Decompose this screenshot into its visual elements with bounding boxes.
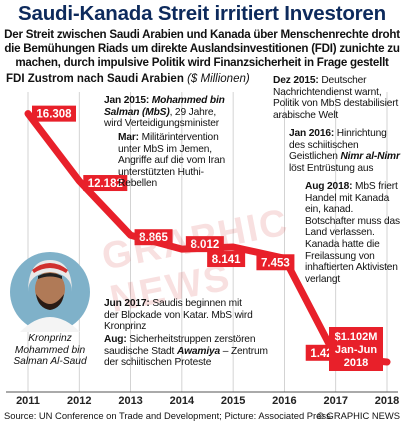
data-label: 8.141 (212, 254, 241, 266)
annotation-jun-2017: Jun 2017: Saudis beginnen mit der Blocka… (104, 298, 254, 333)
annotation-text: Saudis beginnen mit der Blockade von Kat… (104, 298, 253, 333)
annotation-text-end: löst Entrüstung aus (289, 162, 374, 174)
annotation-date: Jan 2016: (289, 128, 335, 139)
annotation-date: Aug 2018: (305, 181, 353, 192)
x-tick-label: 2012 (67, 395, 91, 407)
data-label: 8.012 (190, 239, 219, 251)
copyright: © GRAPHIC NEWS (317, 410, 400, 421)
annotation-text: , 29 Jahre, wird Verteidigungsminister (104, 106, 220, 130)
annotation-text: Sicherheitstruppen zerstören saudische S… (104, 334, 256, 357)
x-tick-label: 2011 (16, 395, 40, 407)
portrait-caption: Kronprinz Mohammed bin Salman Al-Saud (8, 333, 92, 368)
data-point (383, 358, 391, 366)
subtitle: Der Streit zwischen Saudi Arabien und Ka… (4, 28, 400, 69)
chart-label: FDI Zustrom nach Saudi Arabien ($ Millio… (6, 73, 250, 85)
annotation-date: Jan 2015: (104, 95, 150, 106)
annotation-date: Mar: (118, 132, 139, 143)
data-label-bg (185, 236, 224, 253)
data-point (76, 177, 83, 185)
x-tick-label: 2014 (170, 395, 195, 407)
data-label-bg (134, 229, 173, 246)
photo-credit: Picture: Associated Press (224, 410, 331, 421)
annotation-date: Aug: (104, 334, 127, 345)
annotation-aug-2018: Aug 2018: MbS friert Handel mit Kanada e… (305, 181, 401, 285)
annotation-name: Awamiya (176, 345, 221, 357)
data-point (24, 110, 32, 117)
data-label-bg (329, 327, 383, 371)
x-tick-label: 2016 (272, 395, 296, 407)
annotation-jan-2015: Jan 2015: Mohammed bin Salman (MbS), 29 … (104, 95, 228, 130)
annotation-text: MbS friert Handel mit Kanada ein, kanad.… (305, 181, 400, 285)
data-point (178, 245, 186, 253)
source-note: Source: UN Conference on Trade and Devel… (4, 410, 331, 421)
data-label: 8.865 (139, 232, 168, 244)
source-text: Source: UN Conference on Trade and Devel… (4, 410, 220, 421)
data-label-bg (256, 254, 295, 271)
data-label: 7.453 (261, 257, 290, 269)
data-label-bg (83, 175, 128, 192)
x-tick-label: 2013 (118, 395, 142, 407)
portrait-icon (10, 252, 90, 332)
data-point (229, 243, 237, 251)
chart-unit: ($ Millionen) (187, 73, 250, 85)
annotation-text-end: – Zentrum der schiitischen Proteste (104, 345, 268, 369)
data-label: 12.182 (88, 178, 123, 190)
data-point (127, 232, 134, 239)
caption-line: Kronprinz (28, 333, 72, 344)
data-label: 16.308 (36, 109, 72, 121)
annotation-dec-2015: Dez 2015: Deutscher Nachrichtendienst wa… (273, 75, 401, 121)
x-tick-label: 2015 (221, 395, 245, 407)
data-label: 2018 (344, 357, 368, 369)
caption-line: Mohammed bin (14, 344, 86, 356)
data-label-bg (207, 251, 246, 268)
annotation-date: Dez 2015: (273, 75, 319, 86)
page-title: Saudi-Kanada Streit irritiert Investoren (18, 2, 386, 25)
chart-label-text: FDI Zustrom nach Saudi Arabien (6, 73, 184, 85)
annotation-text: Militärintervention unter MbS im Jemen, … (118, 132, 226, 190)
caption-line: Salman Al-Saud (13, 356, 87, 368)
data-label: Jan-Jun (335, 344, 377, 356)
annotation-text: Hinrichtung des schiitischen Geistlichen (289, 128, 387, 163)
annotation-aug-2017: Aug: Sicherheitstruppen zerstören saudis… (104, 334, 272, 369)
data-label: $1.102M (335, 331, 378, 343)
annotation-text: Deutscher Nachrichtendienst warnt, Polit… (273, 75, 399, 121)
annotation-name: Nimr al-Nimr (340, 151, 400, 163)
annotation-mar-2015: Mar: Militärintervention unter MbS im Je… (118, 132, 226, 190)
x-axis: 2011 2012 2013 2014 2015 2016 2017 2018 (6, 391, 399, 407)
x-tick-label: 2017 (323, 395, 347, 407)
x-tick-label: 2018 (375, 395, 399, 407)
data-label-bg (32, 105, 76, 122)
annotation-jan-2016: Jan 2016: Hinrichtung des schiitischen G… (289, 128, 401, 174)
annotation-date: Jun 2017: (104, 298, 150, 309)
annotation-name: Mohammed bin Salman (MbS) (104, 95, 225, 118)
